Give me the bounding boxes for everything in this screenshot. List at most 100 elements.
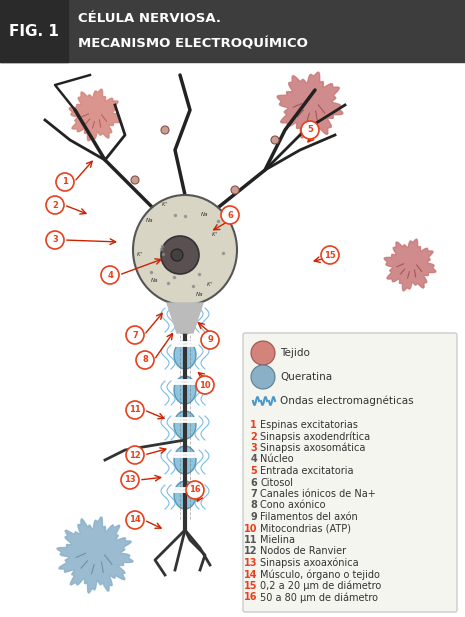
Text: Na: Na [201,212,209,218]
Polygon shape [57,517,133,594]
Circle shape [56,173,74,191]
Circle shape [201,331,219,349]
Circle shape [251,341,275,365]
Text: 13: 13 [124,476,136,484]
Text: Na: Na [151,278,159,283]
Text: 16: 16 [244,592,257,602]
Circle shape [231,186,239,194]
Circle shape [126,511,144,529]
Text: Canales iónicos de Na+: Canales iónicos de Na+ [260,489,376,499]
Circle shape [126,326,144,344]
Text: 8: 8 [250,500,257,510]
Polygon shape [384,239,436,291]
Polygon shape [167,303,203,333]
Text: 16: 16 [189,486,201,494]
Ellipse shape [161,236,199,274]
Text: K⁺: K⁺ [212,233,218,238]
Text: 11: 11 [129,405,141,415]
Text: 2: 2 [52,201,58,210]
Text: Sinapsis axodendrítica: Sinapsis axodendrítica [260,431,370,442]
Text: 14: 14 [129,515,141,524]
Circle shape [126,446,144,464]
Circle shape [301,121,319,139]
Text: FIG. 1: FIG. 1 [9,23,59,38]
Text: 3: 3 [52,236,58,244]
Text: 9: 9 [250,512,257,522]
Circle shape [221,206,239,224]
Text: 0,2 a 20 μm de diámetro: 0,2 a 20 μm de diámetro [260,581,381,591]
Circle shape [136,351,154,369]
Text: Núcleo: Núcleo [260,455,293,465]
FancyBboxPatch shape [243,333,457,612]
Circle shape [121,471,139,489]
Text: Entrada excitatoria: Entrada excitatoria [260,466,353,476]
Text: 50 a 80 μm de diámetro: 50 a 80 μm de diámetro [260,592,378,603]
Bar [0,0,465,62]
Circle shape [126,401,144,419]
Ellipse shape [174,306,196,334]
Polygon shape [69,89,121,141]
Text: Espinas excitatorias: Espinas excitatorias [260,420,358,430]
Text: 12: 12 [244,547,257,557]
Text: 7: 7 [132,331,138,339]
Text: 2: 2 [250,431,257,442]
Text: 10: 10 [244,523,257,534]
Text: 6: 6 [227,210,233,220]
Ellipse shape [174,481,196,509]
Text: Na: Na [196,292,204,297]
Ellipse shape [174,376,196,404]
Text: Sinapsis axosomática: Sinapsis axosomática [260,443,365,453]
Text: 3: 3 [250,443,257,453]
Text: 9: 9 [207,336,213,344]
Text: 6: 6 [250,478,257,487]
Text: Sinapsis axoaxónica: Sinapsis axoaxónica [260,558,359,568]
Text: 4: 4 [250,455,257,465]
Text: 1: 1 [62,178,68,186]
Text: 15: 15 [244,581,257,591]
Ellipse shape [174,411,196,439]
Text: Mitocondrias (ATP): Mitocondrias (ATP) [260,523,351,534]
Circle shape [321,246,339,264]
Circle shape [251,365,275,389]
Text: Cono axónico: Cono axónico [260,500,325,510]
Text: Citosol: Citosol [260,478,293,487]
Text: 11: 11 [244,535,257,545]
Text: K⁺: K⁺ [162,202,168,207]
Circle shape [46,231,64,249]
Text: Músculo, órgano o tejido: Músculo, órgano o tejido [260,569,380,580]
Circle shape [271,136,279,144]
Text: Mielina: Mielina [260,535,295,545]
Text: 7: 7 [250,489,257,499]
Text: K⁺: K⁺ [207,283,213,288]
Circle shape [46,196,64,214]
Text: 5: 5 [307,125,313,135]
Text: 8: 8 [142,355,148,365]
Text: Tejido: Tejido [280,348,310,358]
Text: 15: 15 [324,251,336,260]
Circle shape [186,481,204,499]
Text: 13: 13 [244,558,257,568]
Text: MECANISMO ELECTROQUÍMICO: MECANISMO ELECTROQUÍMICO [78,38,308,51]
Circle shape [161,126,169,134]
Circle shape [196,376,214,394]
Text: Filamentos del axón: Filamentos del axón [260,512,358,522]
Circle shape [101,266,119,284]
Ellipse shape [174,341,196,369]
Polygon shape [277,72,343,138]
Text: Nodos de Ranvier: Nodos de Ranvier [260,547,346,557]
Text: 4: 4 [107,270,113,280]
Circle shape [131,176,139,184]
Ellipse shape [174,446,196,474]
Text: K⁺: K⁺ [137,252,143,257]
Ellipse shape [171,249,183,261]
Text: CÉLULA NERVIOSA.: CÉLULA NERVIOSA. [78,12,221,25]
Ellipse shape [133,195,237,305]
Text: 5: 5 [250,466,257,476]
Text: 10: 10 [199,381,211,389]
Text: Queratina: Queratina [280,372,332,382]
Text: 14: 14 [244,569,257,579]
Text: Na: Na [146,218,154,223]
Text: 12: 12 [129,450,141,460]
Text: Ondas electromagnéticas: Ondas electromagnéticas [280,395,414,406]
Bar [0,0,68,62]
